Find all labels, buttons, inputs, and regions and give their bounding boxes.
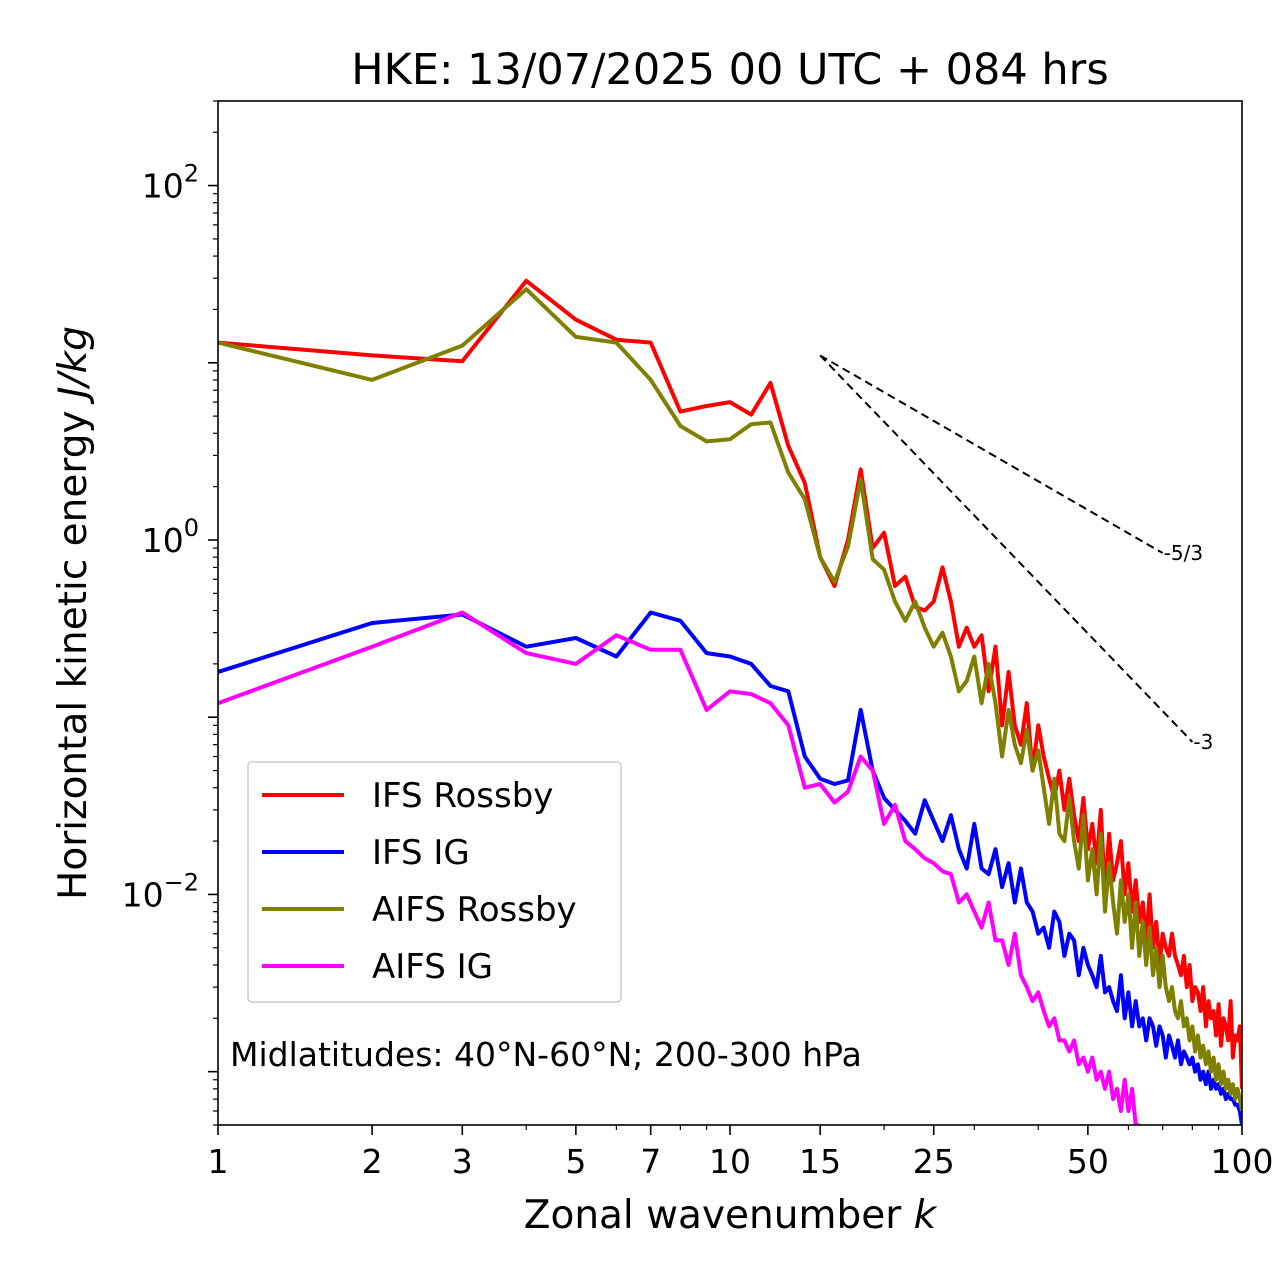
chart-title: HKE: 13/07/2025 00 UTC + 084 hrs bbox=[351, 45, 1108, 95]
series-line-aifs-rossby bbox=[218, 287, 1242, 1112]
legend-label-aifs-rossby: AIFS Rossby bbox=[372, 890, 577, 930]
y-tick-label: 10−2 bbox=[122, 868, 199, 914]
legend-frame bbox=[247, 761, 622, 1003]
y-axis-label: Horizontal kinetic energy J/kg bbox=[51, 326, 96, 900]
axis-ticks: 1 2 3 5 7 10 15 25 50 100 102 100 10−2 bbox=[122, 100, 1274, 1181]
y-axis-label-text: Horizontal kinetic energy bbox=[51, 410, 96, 900]
x-axis-label: Zonal wavenumber k bbox=[524, 1193, 938, 1238]
x-tick-label: 3 bbox=[452, 1142, 473, 1181]
x-axis-label-text: Zonal wavenumber bbox=[524, 1193, 902, 1238]
x-tick-label: 50 bbox=[1067, 1142, 1109, 1181]
region-annotation: Midlatitudes: 40°N-60°N; 200-300 hPa bbox=[230, 1035, 862, 1074]
reference-line-label: -3 bbox=[1193, 730, 1213, 754]
series-layer bbox=[218, 278, 1242, 1125]
reference-lines: -5/3 -3 bbox=[819, 354, 1213, 754]
reference-line--5-3 bbox=[819, 354, 1164, 554]
plot-frame bbox=[217, 100, 1243, 1126]
x-tick-label: 100 bbox=[1211, 1142, 1274, 1181]
legend: IFS Rossby IFS IG AIFS Rossby AIFS IG bbox=[247, 761, 622, 1003]
x-tick-label: 1 bbox=[208, 1142, 229, 1181]
y-tick-label: 102 bbox=[142, 160, 199, 206]
x-tick-label: 10 bbox=[709, 1142, 751, 1181]
y-tick-label: 100 bbox=[142, 514, 199, 560]
x-tick-label: 7 bbox=[640, 1142, 661, 1181]
reference-line--3 bbox=[819, 354, 1194, 743]
x-tick-label: 15 bbox=[799, 1142, 841, 1181]
series-line-aifs-ig bbox=[218, 610, 1140, 1125]
series-line-ifs-ig bbox=[218, 610, 1242, 1125]
reference-line-label: -5/3 bbox=[1164, 541, 1203, 565]
legend-label-ifs-rossby: IFS Rossby bbox=[372, 776, 553, 816]
x-tick-label: 2 bbox=[362, 1142, 383, 1181]
legend-label-ifs-ig: IFS IG bbox=[372, 833, 470, 873]
y-axis-label-unit: J/kg bbox=[51, 326, 96, 405]
legend-label-aifs-ig: AIFS IG bbox=[372, 947, 493, 987]
x-axis-label-variable: k bbox=[914, 1193, 938, 1238]
x-tick-label: 5 bbox=[565, 1142, 586, 1181]
x-tick-label: 25 bbox=[913, 1142, 955, 1181]
